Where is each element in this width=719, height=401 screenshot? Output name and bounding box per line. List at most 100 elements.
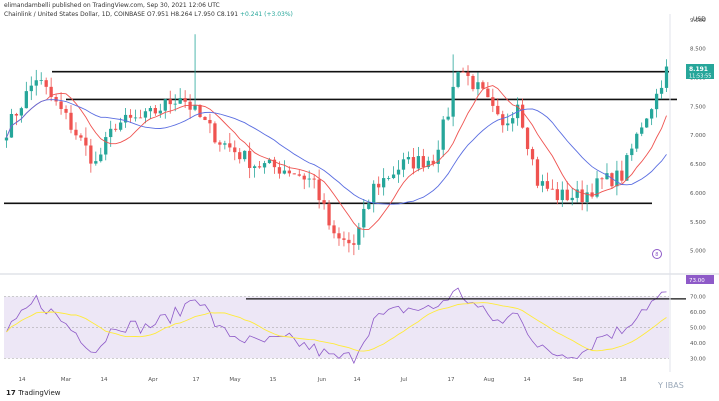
candle-body xyxy=(178,98,182,104)
time-tick-label: Jun xyxy=(317,377,327,383)
candle-body xyxy=(163,99,167,111)
tradingview-logo[interactable]: 17 TradingView xyxy=(6,389,60,397)
moving-average-lines xyxy=(6,85,667,230)
time-tick-label: 17 xyxy=(448,377,455,383)
price-tick-label: 9.000 xyxy=(690,18,706,24)
candle-body xyxy=(362,208,366,228)
rsi-line xyxy=(6,287,667,365)
candle-body xyxy=(377,183,381,188)
price-tick-label: 7.500 xyxy=(690,104,706,110)
candle-body xyxy=(570,197,574,201)
candle-body xyxy=(382,178,386,188)
candle-body xyxy=(451,86,455,117)
candle-body xyxy=(501,114,505,126)
candle-body xyxy=(550,188,555,190)
support-resistance-lines[interactable] xyxy=(4,70,677,205)
candle-body xyxy=(645,118,649,128)
candle-body xyxy=(540,181,545,186)
candle-body xyxy=(654,93,659,110)
candle-body xyxy=(4,137,9,141)
candle-body xyxy=(625,155,629,181)
candle-body xyxy=(406,157,411,160)
time-tick-label: 14 xyxy=(101,377,108,383)
candle-body xyxy=(317,179,321,201)
indicator-icon-circle xyxy=(652,249,662,259)
logo-text: TradingView xyxy=(18,389,61,397)
symbol-name[interactable]: Chainlink / United States Dollar, 1D, CO… xyxy=(4,11,145,18)
time-tick-label: Apr xyxy=(148,377,158,383)
candle-body xyxy=(143,111,148,118)
candle-body xyxy=(441,119,445,150)
price-tick-label: 6.500 xyxy=(690,162,706,168)
candle-body xyxy=(649,109,654,119)
candle-body xyxy=(486,88,490,98)
candle-body xyxy=(461,71,465,73)
rsi-tick-label: 30.00 xyxy=(690,356,706,362)
time-tick-label: Aug xyxy=(484,377,495,383)
candle-body xyxy=(565,189,569,201)
candle-body xyxy=(223,143,227,145)
candle-body xyxy=(396,169,401,175)
candle-body xyxy=(282,170,287,174)
candle-body xyxy=(14,113,19,116)
change-value: +0.241 (+3.03%) xyxy=(240,11,293,18)
candle-body xyxy=(535,159,540,186)
price-tick-label: 5.500 xyxy=(690,220,706,226)
candle-body xyxy=(29,85,33,92)
candle-body xyxy=(213,123,217,143)
candle-body xyxy=(118,122,123,130)
candle-body xyxy=(471,75,475,90)
candle-body xyxy=(456,71,460,87)
time-tick-label: May xyxy=(229,377,241,383)
candle-body xyxy=(481,82,485,89)
last-price-value: 8.191 xyxy=(689,66,708,73)
candle-body xyxy=(64,108,68,113)
candle-body xyxy=(590,192,594,197)
candle-body xyxy=(133,117,138,119)
candle-body xyxy=(238,152,242,160)
candle-body xyxy=(123,114,128,123)
candle-body xyxy=(138,117,143,119)
price-axis[interactable]: 9.0008.5008.0007.5007.0006.5006.0005.500… xyxy=(690,18,706,255)
candle-body xyxy=(635,133,639,149)
candle-body xyxy=(496,105,500,115)
candle-body xyxy=(74,129,78,136)
rsi-tick-label: 40.00 xyxy=(690,341,706,347)
candle-body xyxy=(337,233,341,239)
time-tick-label: Jul xyxy=(400,377,408,383)
time-tick-label: 15 xyxy=(270,377,277,383)
candle-body xyxy=(322,200,326,204)
candle-body xyxy=(302,175,306,180)
candle-body xyxy=(208,119,212,124)
candle-body xyxy=(411,157,416,169)
watermark: Y IBAS xyxy=(658,381,684,390)
candle-body xyxy=(416,156,421,169)
candle-body xyxy=(148,108,153,112)
candle-body xyxy=(193,105,197,110)
candle-body xyxy=(79,135,83,138)
candlestick-series xyxy=(4,34,669,256)
candle-body xyxy=(173,103,177,105)
bar-countdown: 11:53:55 xyxy=(689,74,711,80)
candle-body xyxy=(506,123,510,126)
indicator-settings-icon[interactable]: 8 xyxy=(652,249,662,259)
candle-body xyxy=(530,149,535,160)
candle-body xyxy=(228,143,232,148)
candle-body xyxy=(44,80,48,87)
candle-body xyxy=(386,178,391,179)
candle-body xyxy=(620,170,624,181)
candle-body xyxy=(630,148,634,156)
candle-body xyxy=(391,174,396,179)
time-tick-label: 18 xyxy=(620,377,627,383)
price-tick-label: 8.500 xyxy=(690,47,706,53)
candle-body xyxy=(233,147,237,153)
time-axis[interactable]: 14 Mar 14 Apr 17 May 15 Jun 14 Jul 17 Aug 14 Sep 18 xyxy=(19,377,627,383)
candle-body xyxy=(272,159,277,168)
logo-mark: 17 xyxy=(6,389,16,397)
candle-body xyxy=(218,142,222,145)
candle-body xyxy=(476,82,480,90)
candle-body xyxy=(153,108,157,114)
candle-body xyxy=(203,116,207,120)
